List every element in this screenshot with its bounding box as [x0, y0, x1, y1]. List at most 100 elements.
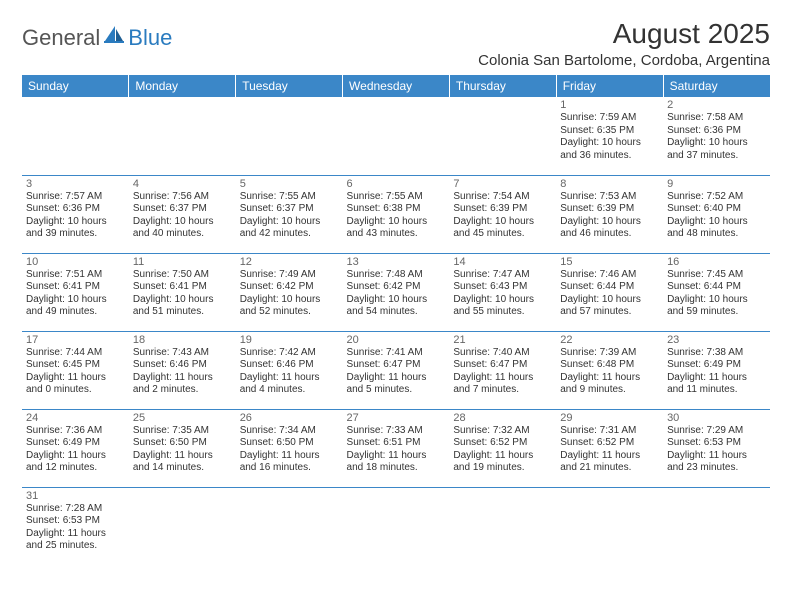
calendar-cell: 2Sunrise: 7:58 AMSunset: 6:36 PMDaylight…: [663, 97, 770, 175]
calendar-cell-empty: [449, 487, 556, 565]
calendar-cell: 11Sunrise: 7:50 AMSunset: 6:41 PMDayligh…: [129, 253, 236, 331]
calendar-cell: 8Sunrise: 7:53 AMSunset: 6:39 PMDaylight…: [556, 175, 663, 253]
daylight-line: Daylight: 10 hours and 54 minutes.: [347, 294, 446, 319]
sunrise-line: Sunrise: 7:51 AM: [26, 269, 125, 282]
logo-text-blue: Blue: [128, 25, 172, 51]
calendar-row: 24Sunrise: 7:36 AMSunset: 6:49 PMDayligh…: [22, 409, 770, 487]
calendar-row: 10Sunrise: 7:51 AMSunset: 6:41 PMDayligh…: [22, 253, 770, 331]
calendar-cell-empty: [236, 97, 343, 175]
daylight-line: Daylight: 10 hours and 45 minutes.: [453, 216, 552, 241]
daylight-line: Daylight: 10 hours and 46 minutes.: [560, 216, 659, 241]
daylight-line: Daylight: 11 hours and 23 minutes.: [667, 450, 766, 475]
calendar-cell: 23Sunrise: 7:38 AMSunset: 6:49 PMDayligh…: [663, 331, 770, 409]
sunrise-line: Sunrise: 7:47 AM: [453, 269, 552, 282]
daylight-line: Daylight: 10 hours and 51 minutes.: [133, 294, 232, 319]
day-number: 17: [26, 334, 125, 346]
calendar-row: 17Sunrise: 7:44 AMSunset: 6:45 PMDayligh…: [22, 331, 770, 409]
sunrise-line: Sunrise: 7:59 AM: [560, 112, 659, 125]
day-number: 26: [240, 412, 339, 424]
sunrise-line: Sunrise: 7:55 AM: [240, 191, 339, 204]
calendar-cell-empty: [343, 487, 450, 565]
logo: General Blue: [22, 24, 172, 51]
calendar-table: SundayMondayTuesdayWednesdayThursdayFrid…: [22, 75, 770, 565]
day-number: 30: [667, 412, 766, 424]
calendar-row: 1Sunrise: 7:59 AMSunset: 6:35 PMDaylight…: [22, 97, 770, 175]
sunset-line: Sunset: 6:35 PM: [560, 125, 659, 138]
sunrise-line: Sunrise: 7:34 AM: [240, 425, 339, 438]
sunrise-line: Sunrise: 7:31 AM: [560, 425, 659, 438]
calendar-cell: 27Sunrise: 7:33 AMSunset: 6:51 PMDayligh…: [343, 409, 450, 487]
day-number: 1: [560, 99, 659, 111]
sunrise-line: Sunrise: 7:52 AM: [667, 191, 766, 204]
sail-icon: [104, 24, 126, 49]
daylight-line: Daylight: 10 hours and 43 minutes.: [347, 216, 446, 241]
day-number: 7: [453, 178, 552, 190]
calendar-cell: 28Sunrise: 7:32 AMSunset: 6:52 PMDayligh…: [449, 409, 556, 487]
sunrise-line: Sunrise: 7:46 AM: [560, 269, 659, 282]
daylight-line: Daylight: 10 hours and 57 minutes.: [560, 294, 659, 319]
sunrise-line: Sunrise: 7:33 AM: [347, 425, 446, 438]
calendar-cell: 18Sunrise: 7:43 AMSunset: 6:46 PMDayligh…: [129, 331, 236, 409]
sunrise-line: Sunrise: 7:56 AM: [133, 191, 232, 204]
day-number: 13: [347, 256, 446, 268]
calendar-cell: 26Sunrise: 7:34 AMSunset: 6:50 PMDayligh…: [236, 409, 343, 487]
day-number: 20: [347, 334, 446, 346]
calendar-cell-empty: [663, 487, 770, 565]
daylight-line: Daylight: 11 hours and 19 minutes.: [453, 450, 552, 475]
calendar-cell: 10Sunrise: 7:51 AMSunset: 6:41 PMDayligh…: [22, 253, 129, 331]
sunrise-line: Sunrise: 7:40 AM: [453, 347, 552, 360]
calendar-cell-empty: [22, 97, 129, 175]
day-number: 25: [133, 412, 232, 424]
weekday-header: Tuesday: [236, 75, 343, 97]
daylight-line: Daylight: 11 hours and 25 minutes.: [26, 528, 125, 553]
day-number: 2: [667, 99, 766, 111]
sunrise-line: Sunrise: 7:53 AM: [560, 191, 659, 204]
location: Colonia San Bartolome, Cordoba, Argentin…: [478, 52, 770, 69]
day-number: 28: [453, 412, 552, 424]
sunset-line: Sunset: 6:43 PM: [453, 281, 552, 294]
sunset-line: Sunset: 6:41 PM: [26, 281, 125, 294]
day-number: 31: [26, 490, 125, 502]
sunrise-line: Sunrise: 7:45 AM: [667, 269, 766, 282]
daylight-line: Daylight: 10 hours and 52 minutes.: [240, 294, 339, 319]
sunset-line: Sunset: 6:47 PM: [453, 359, 552, 372]
day-number: 23: [667, 334, 766, 346]
daylight-line: Daylight: 10 hours and 59 minutes.: [667, 294, 766, 319]
sunset-line: Sunset: 6:38 PM: [347, 203, 446, 216]
weekday-header: Friday: [556, 75, 663, 97]
calendar-cell: 25Sunrise: 7:35 AMSunset: 6:50 PMDayligh…: [129, 409, 236, 487]
daylight-line: Daylight: 11 hours and 18 minutes.: [347, 450, 446, 475]
calendar-cell-empty: [129, 487, 236, 565]
sunrise-line: Sunrise: 7:58 AM: [667, 112, 766, 125]
daylight-line: Daylight: 10 hours and 39 minutes.: [26, 216, 125, 241]
calendar-row: 3Sunrise: 7:57 AMSunset: 6:36 PMDaylight…: [22, 175, 770, 253]
sunrise-line: Sunrise: 7:28 AM: [26, 503, 125, 516]
sunset-line: Sunset: 6:37 PM: [133, 203, 232, 216]
day-number: 9: [667, 178, 766, 190]
calendar-cell: 30Sunrise: 7:29 AMSunset: 6:53 PMDayligh…: [663, 409, 770, 487]
weekday-header: Saturday: [663, 75, 770, 97]
day-number: 21: [453, 334, 552, 346]
calendar-cell: 16Sunrise: 7:45 AMSunset: 6:44 PMDayligh…: [663, 253, 770, 331]
calendar-cell: 9Sunrise: 7:52 AMSunset: 6:40 PMDaylight…: [663, 175, 770, 253]
calendar-cell-empty: [236, 487, 343, 565]
sunset-line: Sunset: 6:42 PM: [240, 281, 339, 294]
calendar-cell: 14Sunrise: 7:47 AMSunset: 6:43 PMDayligh…: [449, 253, 556, 331]
sunrise-line: Sunrise: 7:54 AM: [453, 191, 552, 204]
calendar-cell: 29Sunrise: 7:31 AMSunset: 6:52 PMDayligh…: [556, 409, 663, 487]
title-block: August 2025 Colonia San Bartolome, Cordo…: [478, 18, 770, 69]
day-number: 3: [26, 178, 125, 190]
sunset-line: Sunset: 6:41 PM: [133, 281, 232, 294]
calendar-cell: 22Sunrise: 7:39 AMSunset: 6:48 PMDayligh…: [556, 331, 663, 409]
calendar-cell: 13Sunrise: 7:48 AMSunset: 6:42 PMDayligh…: [343, 253, 450, 331]
sunrise-line: Sunrise: 7:49 AM: [240, 269, 339, 282]
sunrise-line: Sunrise: 7:35 AM: [133, 425, 232, 438]
calendar-cell: 15Sunrise: 7:46 AMSunset: 6:44 PMDayligh…: [556, 253, 663, 331]
sunset-line: Sunset: 6:53 PM: [26, 515, 125, 528]
calendar-body: 1Sunrise: 7:59 AMSunset: 6:35 PM Daylight…: [22, 97, 770, 565]
daylight-line: Daylight: 11 hours and 21 minutes.: [560, 450, 659, 475]
daylight-line: Daylight: 11 hours and 11 minutes.: [667, 372, 766, 397]
day-number: 27: [347, 412, 446, 424]
sunrise-line: Sunrise: 7:57 AM: [26, 191, 125, 204]
calendar-head: SundayMondayTuesdayWednesdayThursdayFrid…: [22, 75, 770, 97]
